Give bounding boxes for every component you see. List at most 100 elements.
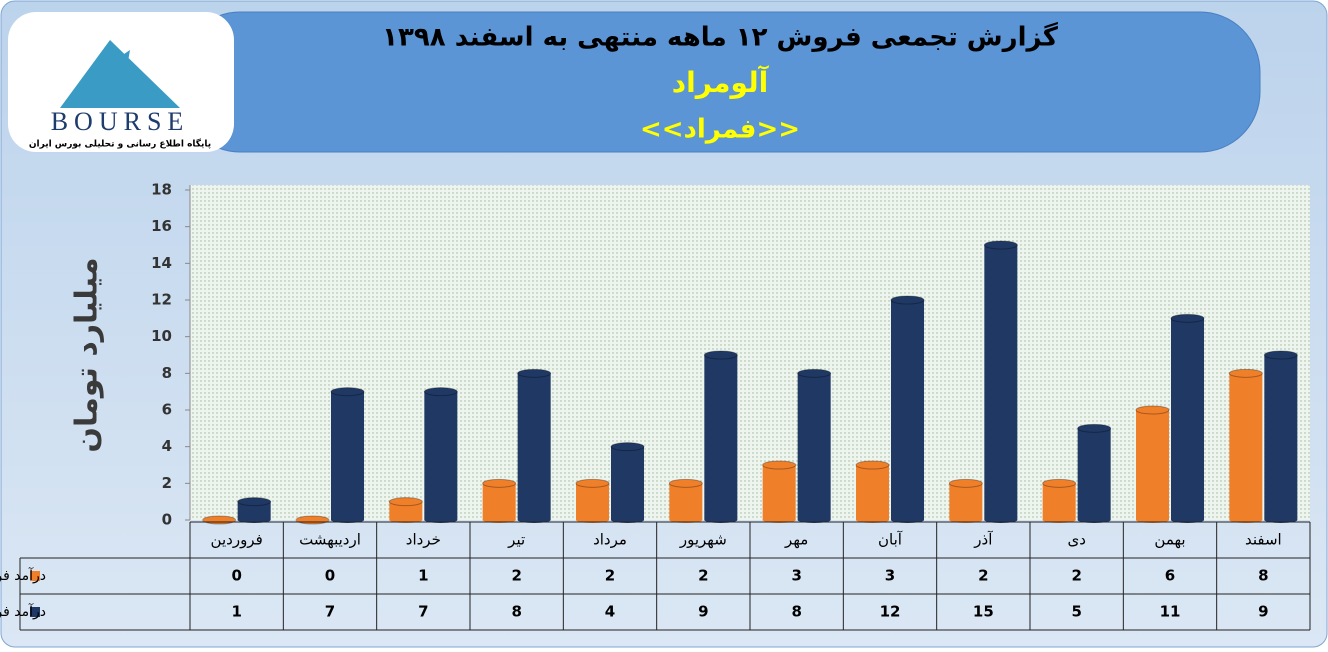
table-value: 9 — [1258, 603, 1268, 621]
table-value: 3 — [791, 567, 801, 585]
table-value: 8 — [791, 603, 801, 621]
table-value: 4 — [605, 603, 615, 621]
bar-cap — [1077, 423, 1112, 433]
x-tick-label: آذر — [973, 531, 993, 549]
table-value: 8 — [1258, 567, 1268, 585]
x-tick-label: آبان — [878, 531, 903, 549]
bar-cap — [423, 387, 458, 397]
bar — [762, 465, 796, 520]
table-value: 8 — [511, 603, 521, 621]
bar — [1171, 318, 1204, 520]
x-tick-label: اردیبهشت — [299, 531, 361, 549]
bar-cap — [703, 350, 738, 360]
y-tick-label: 0 — [162, 511, 172, 529]
plot-area — [190, 185, 1310, 520]
bar-cap — [517, 368, 552, 378]
x-tick-label: دی — [1067, 531, 1085, 549]
bar — [891, 300, 924, 520]
x-tick-label: مرداد — [593, 531, 627, 549]
table-value: 6 — [1165, 567, 1175, 585]
table-value: 2 — [1071, 567, 1081, 585]
bar — [949, 483, 983, 520]
table-value: 15 — [973, 603, 994, 621]
chart-subtitle: آلومراد — [672, 65, 770, 99]
bar-cap — [1135, 405, 1170, 415]
bar-cap — [948, 478, 983, 488]
x-tick-label: مهر — [784, 531, 808, 549]
bar-cap — [1170, 313, 1205, 323]
table-value: 1 — [231, 603, 241, 621]
y-tick-label: 4 — [162, 437, 172, 455]
legend-swatch — [30, 571, 40, 581]
bar-cap — [797, 368, 832, 378]
bar — [482, 483, 516, 520]
table-value: 3 — [885, 567, 895, 585]
bar-cap — [330, 387, 365, 397]
x-tick-label: فروردین — [211, 531, 263, 549]
y-axis-label: میلیارد تومان — [70, 257, 105, 452]
logo-shape — [60, 40, 180, 108]
table-value: 2 — [978, 567, 988, 585]
bar-cap — [1228, 368, 1263, 378]
table-value: 7 — [418, 603, 428, 621]
bar-cap — [890, 295, 925, 305]
bar-cap — [1263, 350, 1298, 360]
bar-cap — [237, 497, 272, 507]
x-tick-label: اسفند — [1245, 531, 1282, 549]
bar-cap — [855, 460, 890, 470]
bar — [1136, 410, 1169, 520]
table-value: 11 — [1160, 603, 1181, 621]
bar — [517, 373, 551, 520]
x-tick-label: خرداد — [406, 531, 441, 549]
bar — [1229, 373, 1263, 520]
y-tick-label: 8 — [162, 364, 172, 382]
table-value: 7 — [325, 603, 335, 621]
bar-cap — [482, 478, 517, 488]
bar — [237, 501, 271, 520]
x-tick-label: تیر — [507, 531, 525, 549]
table-value: 0 — [325, 567, 335, 585]
y-tick-label: 14 — [151, 254, 172, 272]
legend-label: درآمد فروش سال۹۸ — [0, 603, 46, 620]
table-value: 0 — [231, 567, 241, 585]
bar-cap — [762, 460, 797, 470]
bar — [1077, 428, 1111, 520]
chart-title: گزارش تجمعی فروش ۱۲ ماهه منتهی به اسفند … — [382, 22, 1059, 53]
table-value: 2 — [605, 567, 615, 585]
bar-cap — [1042, 478, 1077, 488]
bar — [669, 483, 703, 520]
bar — [611, 446, 644, 520]
bar — [856, 465, 889, 520]
y-tick-label: 16 — [151, 217, 172, 235]
bar — [1264, 355, 1298, 520]
x-tick-label: شهریور — [679, 531, 727, 549]
x-tick-label: بهمن — [1154, 531, 1185, 549]
table-value: 2 — [698, 567, 708, 585]
y-tick-label: 12 — [151, 291, 172, 309]
logo-name: BOURSE — [51, 107, 190, 136]
bar — [1042, 483, 1076, 520]
bar — [576, 483, 609, 520]
y-tick-label: 18 — [151, 181, 172, 199]
y-tick-label: 2 — [162, 474, 172, 492]
logo-tagline: پایگاه اطلاع رسانی و تحلیلی بورس ایران — [29, 138, 211, 150]
y-tick-label: 10 — [151, 327, 172, 345]
table-value: 1 — [418, 567, 428, 585]
bar — [424, 391, 458, 520]
bar-cap — [668, 478, 703, 488]
chart-symbol: <<فمراد>> — [640, 115, 800, 145]
bar-cap — [610, 442, 645, 452]
table-value: 9 — [698, 603, 708, 621]
y-tick-label: 6 — [162, 401, 172, 419]
table-value: 12 — [880, 603, 901, 621]
bar — [331, 391, 364, 520]
bar-cap — [983, 240, 1018, 250]
bar — [797, 373, 831, 520]
bar-cap — [575, 478, 610, 488]
legend-swatch — [30, 607, 40, 617]
legend-label: درآمد فروش سال۹۷ — [0, 567, 46, 584]
bar — [389, 501, 423, 520]
table-value: 5 — [1071, 603, 1081, 621]
